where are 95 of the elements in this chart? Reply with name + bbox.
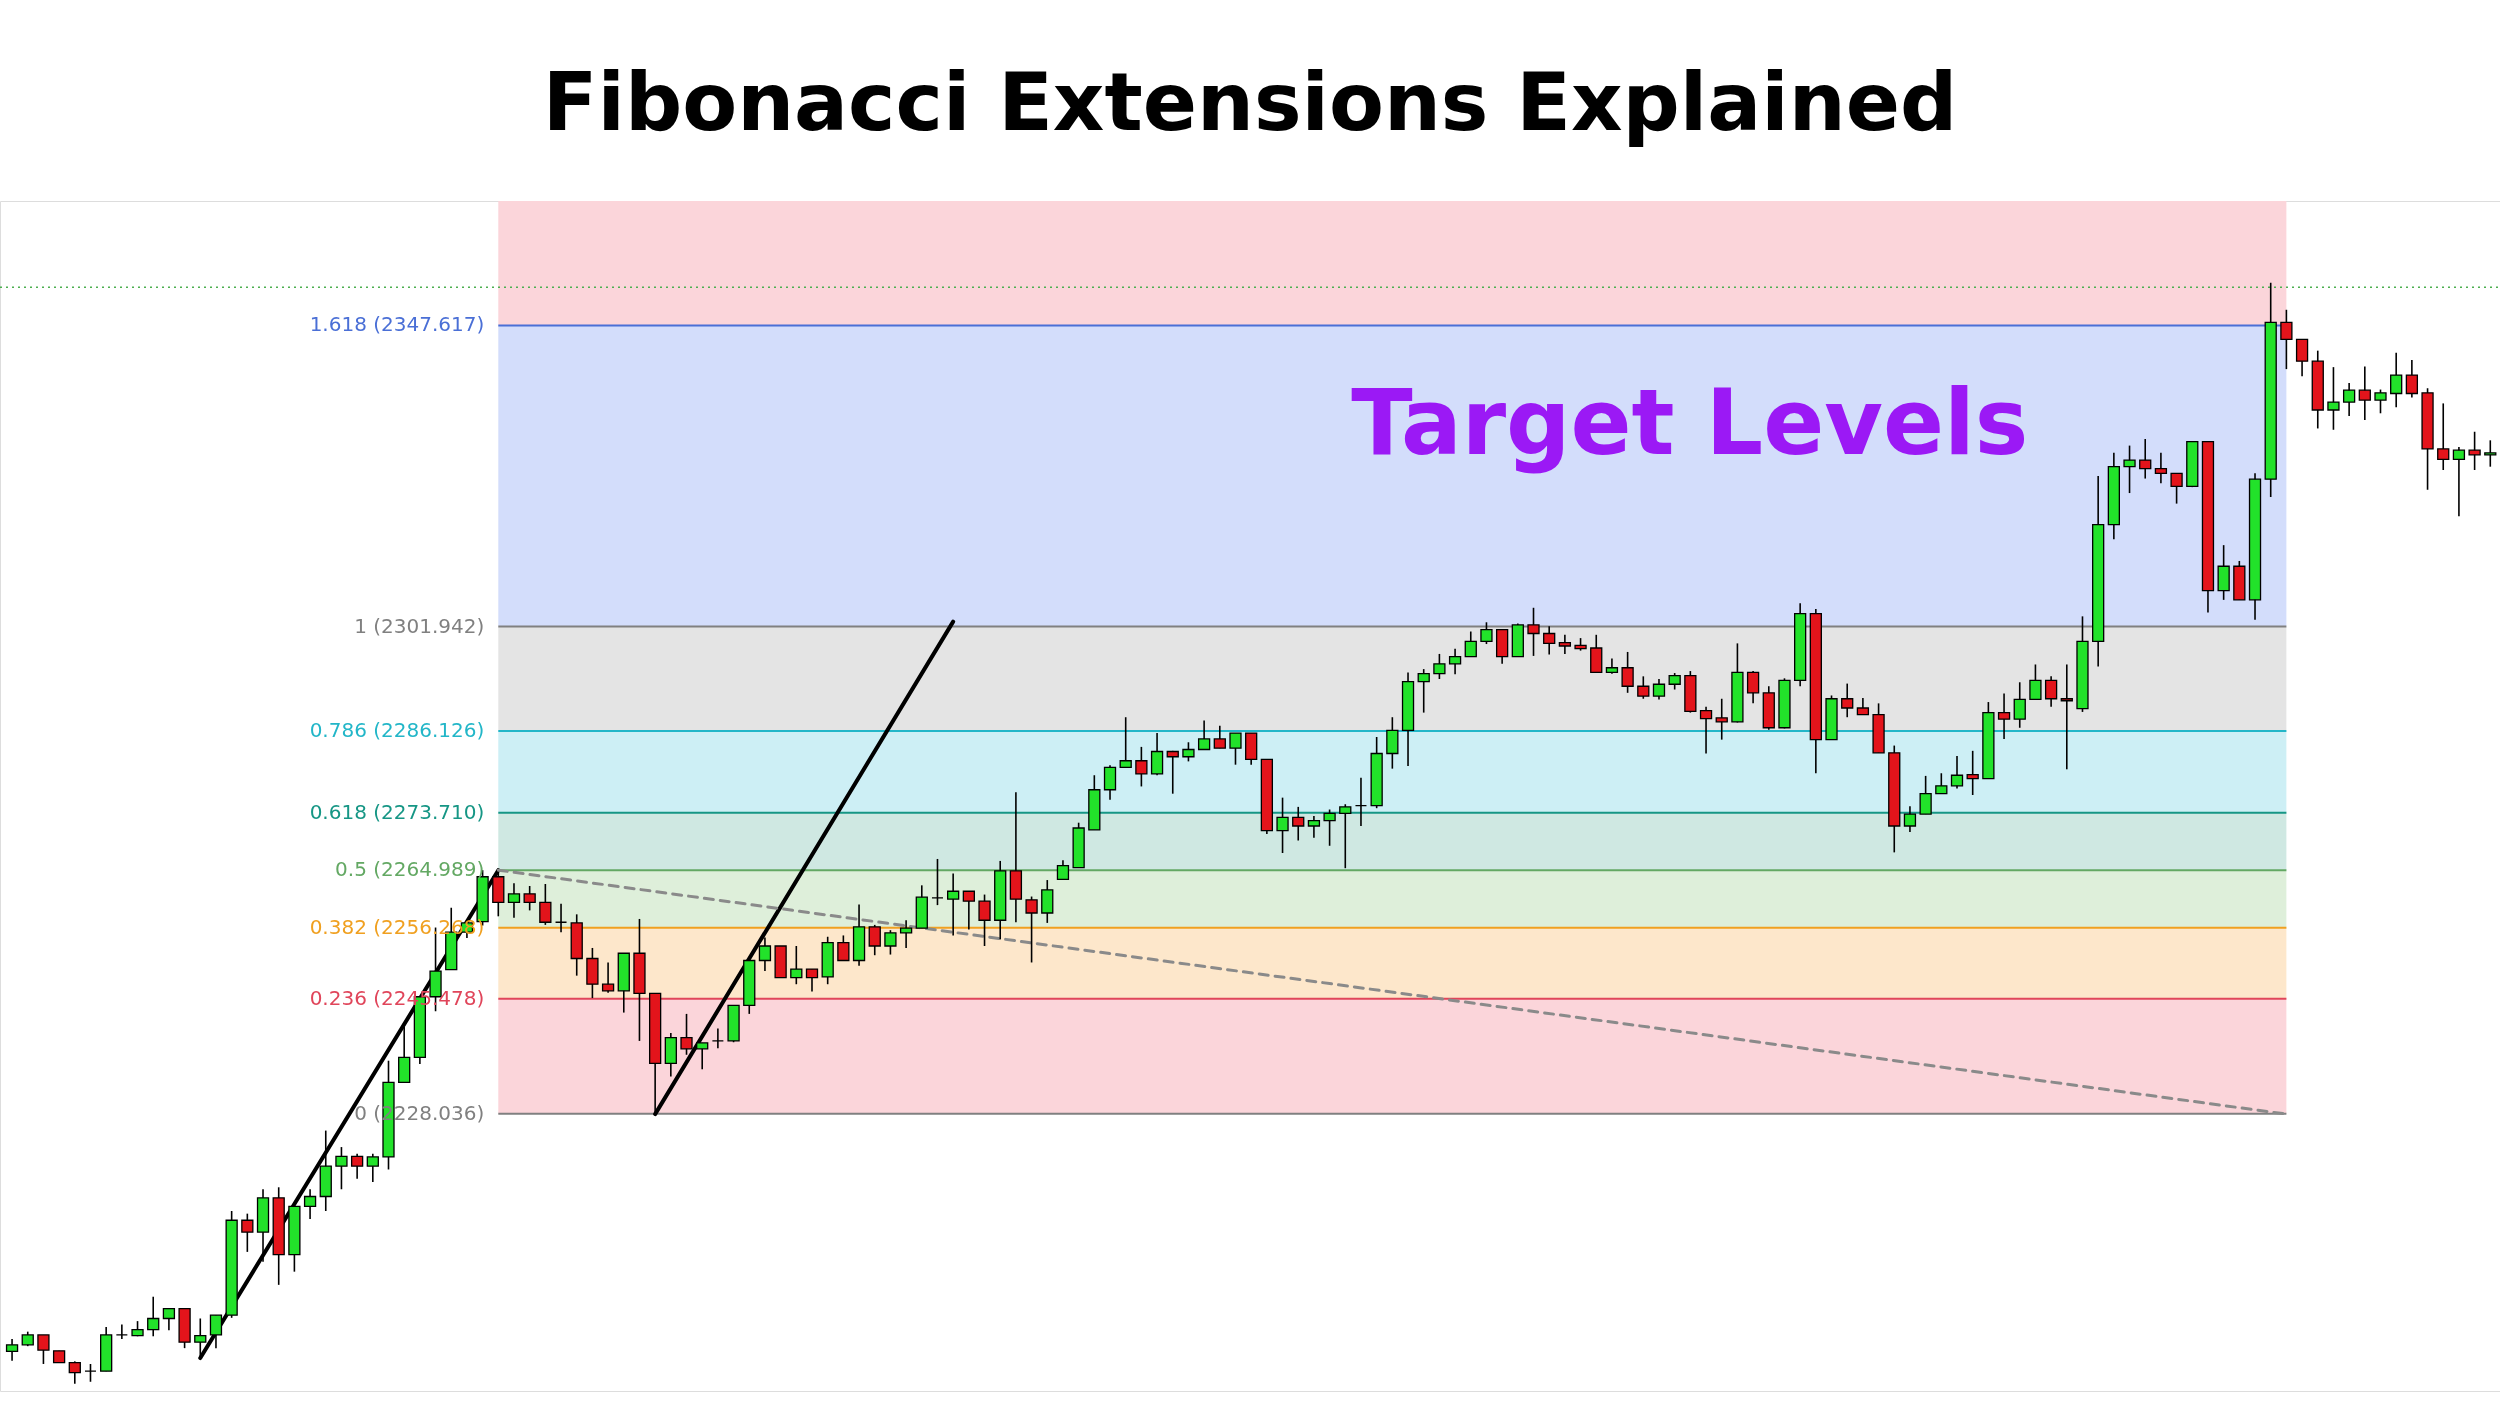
candlestick	[1103, 764, 1117, 801]
candlestick	[350, 1152, 364, 1180]
candlestick	[711, 1027, 725, 1049]
candlestick	[1841, 682, 1854, 719]
candlestick	[837, 934, 850, 962]
ref-line-label: 1 (2301.942)	[354, 613, 485, 638]
candlestick	[758, 936, 772, 972]
candlestick	[523, 885, 536, 912]
candlestick	[1323, 808, 1336, 847]
candlestick	[790, 945, 803, 986]
candlestick	[147, 1295, 160, 1338]
candlestick	[1213, 724, 1226, 749]
candlestick	[335, 1146, 348, 1191]
candlestick	[2327, 366, 2340, 431]
candlestick	[2358, 365, 2371, 421]
candlestick	[2123, 444, 2136, 494]
candlestick	[366, 1152, 379, 1183]
candlestick	[1119, 716, 1132, 769]
ref-line-label: 0.786 (2286.126)	[309, 717, 485, 742]
candlestick	[68, 1360, 81, 1385]
candlestick	[162, 1307, 176, 1332]
candlestick	[209, 1314, 223, 1349]
candlestick	[805, 968, 819, 993]
candlestick	[2060, 663, 2073, 771]
candlestick	[1276, 796, 1289, 854]
candlestick	[303, 1188, 317, 1220]
candlestick	[2374, 388, 2387, 415]
ref-line-label: 0.5 (2264.989)	[335, 857, 485, 882]
candlestick	[2452, 446, 2466, 517]
candlestick	[1480, 621, 1493, 645]
candlestick	[962, 890, 975, 931]
candlestick	[1715, 697, 1728, 741]
candlestick	[1354, 777, 1368, 827]
annotation: Target Levels	[1351, 370, 2029, 475]
candlestick	[37, 1334, 50, 1365]
candlestick	[1543, 625, 1556, 656]
candlestick	[1448, 647, 1462, 676]
candlestick	[1919, 775, 1932, 815]
candlestick	[978, 893, 991, 947]
candlestick	[1699, 705, 1713, 755]
candlestick	[1197, 719, 1211, 751]
candlestick	[868, 924, 881, 957]
candlestick	[1527, 606, 1540, 657]
candlestick	[1229, 732, 1242, 766]
candlestick	[1135, 746, 1148, 788]
candlestick	[2484, 439, 2497, 468]
candlestick	[1339, 803, 1352, 869]
candlestick	[1433, 653, 1446, 680]
candlestick	[1025, 895, 1038, 964]
ref-line-label: 0.618 (2273.710)	[309, 799, 485, 824]
candlestick	[1166, 750, 1179, 795]
candlestick	[1950, 755, 1964, 790]
candlestick	[2139, 438, 2152, 480]
candlestick	[2342, 382, 2356, 417]
candlestick	[1903, 805, 1917, 833]
candlestick	[507, 882, 521, 919]
candlestick	[1307, 815, 1321, 839]
candlestick	[1621, 651, 1634, 694]
chart-title: Fibonacci Extensions Explained	[542, 56, 1958, 149]
candlestick	[2390, 351, 2403, 409]
candlestick	[1464, 630, 1477, 658]
candlestick	[5, 1338, 19, 1362]
candlestick	[2170, 472, 2183, 505]
candlestick	[2405, 359, 2419, 399]
candlestick	[2154, 452, 2168, 484]
candlestick	[1966, 750, 1979, 796]
ref-line-label: 1.618 (2347.617)	[309, 312, 485, 337]
candlestick	[2029, 663, 2042, 701]
candlestick	[2468, 430, 2481, 471]
candlestick	[554, 902, 568, 933]
candlestick	[1386, 716, 1399, 770]
candlestick	[1182, 741, 1195, 763]
candlestick	[1652, 678, 1666, 701]
candlestick	[931, 858, 944, 906]
candlestick	[884, 929, 897, 956]
candlestick	[2295, 338, 2309, 378]
candlestick	[1417, 668, 1430, 714]
candlestick	[2013, 681, 2026, 729]
candlestick	[115, 1323, 128, 1340]
candlestick	[1637, 675, 1650, 700]
candlestick	[947, 872, 960, 937]
candlestick	[1746, 670, 1760, 705]
candlestick	[1997, 692, 2011, 740]
candlestick	[696, 1042, 709, 1071]
candlestick	[1935, 772, 1948, 795]
candlestick	[1150, 732, 1164, 777]
candlestick	[2044, 675, 2058, 708]
candlestick	[539, 883, 552, 926]
candlestick	[241, 1212, 254, 1253]
candlestick	[1041, 879, 1054, 924]
candlestick	[1558, 634, 1572, 655]
candlestick	[1292, 806, 1305, 842]
candlestick	[680, 1013, 693, 1056]
candlestick	[2280, 308, 2293, 370]
candlestick	[2437, 402, 2450, 471]
